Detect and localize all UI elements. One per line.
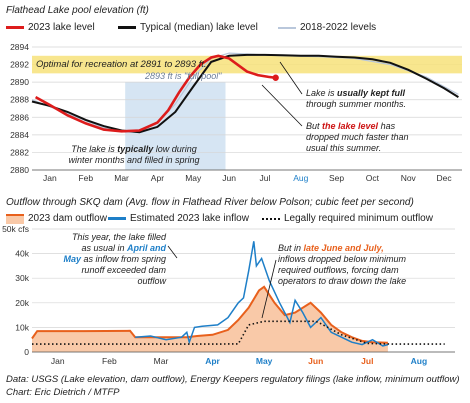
annotation-filled: This year, the lake filled as usual in A… — [62, 232, 166, 287]
series-minimum — [32, 320, 445, 345]
leader-drop-below — [261, 259, 277, 319]
y-tick-label: 2882 — [10, 147, 29, 157]
legend-prior-years: 2018-2022 levels — [278, 22, 376, 33]
leader-kept-full — [279, 61, 303, 95]
x-tick-label: Sep — [329, 173, 344, 183]
x-tick-label: Feb — [78, 173, 93, 183]
y-tick-label: 2888 — [10, 95, 29, 105]
legend-2023-lake-level: 2023 lake level — [6, 22, 95, 33]
annotation-dropped: But the lake level has dropped much fast… — [306, 121, 426, 154]
y-tick-label: 10k — [15, 322, 29, 332]
legend-label: 2018-2022 levels — [300, 22, 377, 33]
series-2023-endpoint — [272, 74, 279, 81]
ann-red: the lake level — [322, 121, 379, 131]
legend-swatch-orange — [6, 213, 24, 224]
legend-minimum-outflow: Legally required minimum outflow — [262, 213, 433, 224]
top-chart-title: Flathead Lake pool elevation (ft) — [6, 5, 149, 16]
x-tick-label: Mar — [154, 356, 169, 366]
legend-swatch-red — [6, 26, 24, 29]
ann-text: Lake is — [306, 88, 338, 98]
x-tick-label: Jan — [51, 356, 65, 366]
x-tick-label: Jul — [361, 356, 373, 366]
y-tick-label: 40k — [15, 249, 29, 259]
source-text: Data: USGS (Lake elevation, dam outflow)… — [6, 374, 460, 385]
legend-label: Typical (median) lake level — [140, 22, 258, 33]
ann-text: as inflow from spring runoff exceeded da… — [80, 254, 166, 286]
ann-text: But — [306, 121, 323, 131]
legend-label: Estimated 2023 lake inflow — [130, 213, 249, 224]
leader-filled — [167, 245, 178, 259]
ann-text: has dropped much faster than usual this … — [306, 121, 409, 153]
y-tick-label: 2884 — [10, 130, 29, 140]
lake-elevation-chart: 2880 2882 2884 2886 2888 2890 2892 2894 Jan Feb Ma… — [10, 42, 462, 183]
annotation-drop-below: But in late June and July, inflows dropp… — [278, 243, 408, 287]
legend-label: 2023 dam outflow — [28, 213, 107, 224]
dam-outflow-chart: 0 10k 20k 30k 40k 50k cfs Jan Feb Mar Apr May Jun Ju… — [2, 224, 455, 366]
x-tick-label: Aug — [293, 173, 308, 183]
y-tick-label: 2880 — [10, 165, 29, 175]
x-tick-label: Apr — [205, 356, 220, 366]
ann-text: But in — [278, 243, 304, 253]
x-tick-label: May — [256, 356, 273, 366]
credit-text: Chart: Eric Dietrich / MTFP — [6, 387, 120, 398]
bottom-chart-title: Outflow through SKQ dam (Avg. flow in Fl… — [6, 197, 414, 208]
legend-label: 2023 lake level — [28, 22, 95, 33]
x-tick-label: Dec — [437, 173, 453, 183]
y-tick-label: 2892 — [10, 60, 29, 70]
series-median — [31, 53, 459, 134]
x-tick-label: Jan — [43, 173, 57, 183]
x-tick-label: Jul — [259, 173, 270, 183]
ann-text: This year, the lake filled as usual in — [71, 232, 166, 253]
legend-swatch-dotted — [262, 217, 280, 220]
recreation-band — [32, 55, 462, 74]
x-tick-label: Aug — [411, 356, 428, 366]
y-tick-label: 50k cfs — [2, 224, 29, 234]
x-tick-label: Mar — [114, 173, 129, 183]
leader-dropped — [261, 84, 303, 127]
x-tick-label: Jun — [222, 173, 236, 183]
series-inflow — [135, 241, 389, 347]
ann-text: inflows dropped below minimum required o… — [278, 254, 407, 286]
legend-swatch-lightblue — [278, 26, 296, 29]
legend-median-lake-level: Typical (median) lake level — [118, 22, 258, 33]
series-2023 — [34, 54, 276, 133]
ann-blue: April and May — [63, 243, 166, 264]
x-tick-label: May — [185, 173, 202, 183]
y-tick-label: 20k — [15, 298, 29, 308]
x-tick-label: Jun — [308, 356, 323, 366]
full-pool-label: 2893 ft is "full pool" — [145, 71, 222, 81]
ann-bold: typically — [117, 144, 154, 154]
legend-swatch-blue — [108, 217, 126, 220]
x-tick-label: Apr — [151, 173, 164, 183]
band-label: Optimal for recreation at 2891 to 2893 f… — [36, 59, 207, 70]
x-tick-label: Nov — [401, 173, 417, 183]
y-tick-label: 30k — [15, 273, 29, 283]
annotation-kept-full: Lake is usually kept full through summer… — [306, 88, 424, 110]
y-tick-label: 2886 — [10, 112, 29, 122]
legend-swatch-black — [118, 26, 136, 29]
series-outflow-area — [32, 286, 388, 352]
ann-orange: late June and July, — [303, 243, 384, 253]
legend-label: Legally required minimum outflow — [284, 213, 433, 224]
x-tick-label: Feb — [102, 356, 117, 366]
y-tick-label: 2894 — [10, 42, 29, 52]
y-tick-label: 0 — [24, 347, 29, 357]
ann-bold: usually kept full — [337, 88, 406, 98]
legend-dam-outflow: 2023 dam outflow — [6, 213, 107, 224]
ann-text: through summer months. — [306, 99, 407, 109]
y-tick-label: 2890 — [10, 77, 29, 87]
legend-lake-inflow: Estimated 2023 lake inflow — [108, 213, 249, 224]
annotation-low-winter: The lake is typically low during winter … — [60, 144, 208, 166]
ann-text: The lake is — [71, 144, 118, 154]
x-tick-label: Oct — [366, 173, 380, 183]
ann-text: low during winter months and filled in s… — [68, 144, 200, 165]
